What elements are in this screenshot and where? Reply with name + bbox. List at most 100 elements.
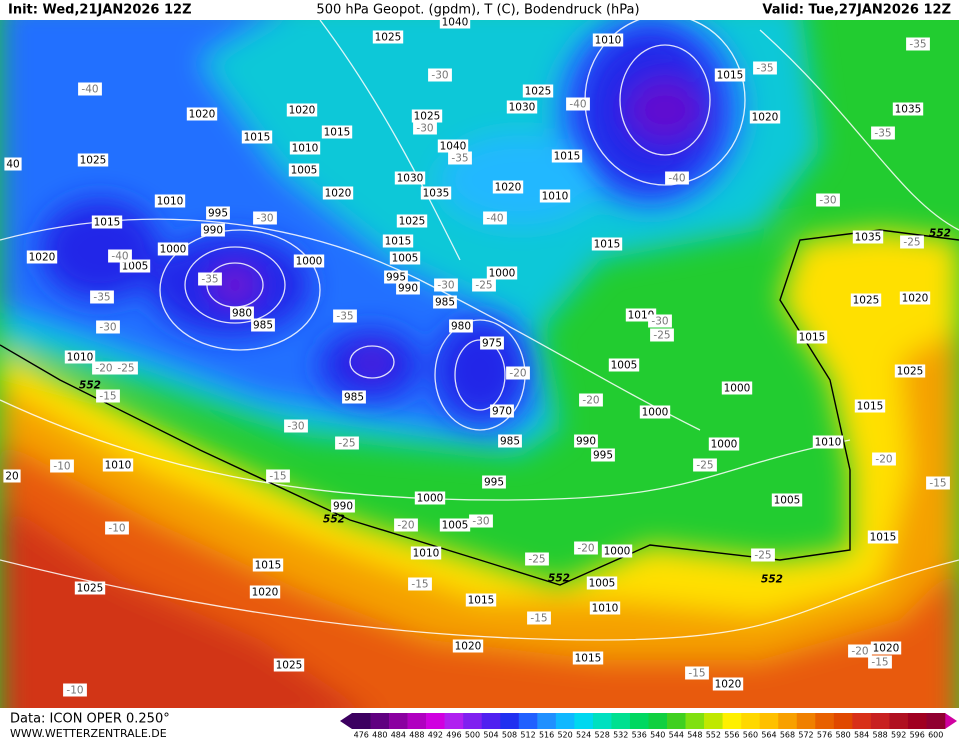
pressure-label-box <box>452 639 484 653</box>
temperature-label-box <box>872 452 896 466</box>
pressure-label: 985 <box>253 320 273 332</box>
temperature-label: -15 <box>99 391 116 403</box>
colorbar-swatch <box>481 713 501 729</box>
temperature-label: -25 <box>903 237 920 249</box>
colorbar-swatch <box>574 713 594 729</box>
pressure-label-box <box>601 544 633 558</box>
pressure-label-box <box>589 601 621 615</box>
pressure-label-box <box>157 242 189 256</box>
colorbar-label: 532 <box>613 731 628 740</box>
colorbar-label: 592 <box>891 731 906 740</box>
temperature-label: -20 <box>582 395 599 407</box>
pressure-label: 1005 <box>122 261 149 273</box>
temperature-label-box <box>574 541 598 555</box>
pressure-label: 1035 <box>895 104 922 116</box>
pressure-label-box <box>490 404 514 418</box>
pressure-label-box <box>574 434 598 448</box>
colorbar-label: 476 <box>354 731 369 740</box>
pressure-label: 970 <box>492 406 512 418</box>
temperature-label: -20 <box>95 363 112 375</box>
colorbar-swatch <box>537 713 557 729</box>
edge-label: 20 <box>5 471 18 483</box>
temperature-label-box <box>114 361 138 375</box>
colorbar-swatch <box>926 713 946 729</box>
colorbar-swatch <box>667 713 686 729</box>
temperature-label-box <box>408 577 432 591</box>
temperature-label-box <box>198 272 222 286</box>
pressure-label: 990 <box>576 436 596 448</box>
temperature-label-box <box>253 211 277 225</box>
pressure-label: 1025 <box>399 216 426 228</box>
pressure-label: 1015 <box>857 401 884 413</box>
colorbar-label: 516 <box>539 731 554 740</box>
colorbar-swatch <box>352 713 371 729</box>
pressure-label-box <box>389 251 421 265</box>
colorbar-swatch <box>463 713 483 729</box>
pressure-label-box <box>286 103 318 117</box>
temperature-label-box <box>816 193 840 207</box>
pressure-label-box <box>498 434 522 448</box>
temperature-label: -25 <box>475 280 492 292</box>
colorbar-swatch <box>592 713 612 729</box>
colorbar-label: 528 <box>595 731 610 740</box>
colorbar-label: 560 <box>743 731 758 740</box>
colorbar-label: 492 <box>428 731 443 740</box>
edge-label-box <box>4 157 22 171</box>
colorbar-label: 500 <box>465 731 480 740</box>
pressure-label-box <box>894 364 926 378</box>
temperature-label: -35 <box>909 39 926 51</box>
temperature-label-box <box>413 121 437 135</box>
colorbar-swatch <box>889 713 909 729</box>
pressure-label-box <box>321 125 353 139</box>
colorbar-label: 488 <box>409 731 424 740</box>
pressure-label: 1035 <box>855 232 882 244</box>
colorbar-label: 556 <box>724 731 739 740</box>
temperature-label-box <box>525 552 549 566</box>
pressure-label-box <box>414 491 446 505</box>
pressure-label-box <box>449 319 473 333</box>
pressure-label: 1000 <box>489 268 516 280</box>
colorbar-arrow-left <box>340 713 352 729</box>
colorbar-swatch <box>870 713 890 729</box>
pressure-label: 1020 <box>902 293 929 305</box>
pressure-label: 1015 <box>799 332 826 344</box>
pressure-label: 1000 <box>724 383 751 395</box>
pressure-label: 1020 <box>252 587 279 599</box>
temperature-label: -20 <box>509 368 526 380</box>
pressure-label-box <box>714 68 746 82</box>
temperature-label: -30 <box>287 421 304 433</box>
pressure-label: 1015 <box>717 70 744 82</box>
pressure-label-box <box>899 291 931 305</box>
colorbar-label: 564 <box>761 731 776 740</box>
colorbar-swatch <box>629 713 649 729</box>
temperature-label: -30 <box>431 70 448 82</box>
temperature-label: -35 <box>201 274 218 286</box>
temperature-label-box <box>848 644 872 658</box>
colorbar-swatch <box>518 713 538 729</box>
temperature-label-box <box>665 171 689 185</box>
pressure-label-box <box>867 530 899 544</box>
pressure-label-box <box>74 581 106 595</box>
pressure-label: 1010 <box>815 437 842 449</box>
temperature-label: -25 <box>528 554 545 566</box>
pressure-label-box <box>539 189 571 203</box>
colorbar-swatch <box>759 713 779 729</box>
temperature-label: -10 <box>66 685 83 697</box>
temperature-label: -40 <box>569 99 586 111</box>
temperature-label: -20 <box>577 543 594 555</box>
temperature-label: -30 <box>651 316 668 328</box>
pressure-label: 1010 <box>157 196 184 208</box>
temperature-label: -15 <box>688 668 705 680</box>
colorbar-label: 536 <box>632 731 647 740</box>
pressure-label-box <box>394 171 426 185</box>
colorbar-label: 512 <box>520 731 535 740</box>
pressure-label: 1015 <box>575 653 602 665</box>
pressure-label-box <box>486 266 518 280</box>
pressure-label-box <box>230 306 254 320</box>
pressure-label-box <box>410 546 442 560</box>
pressure-label-box <box>384 270 408 284</box>
temperature-label-box <box>335 436 359 450</box>
pressure-label: 990 <box>398 283 418 295</box>
pressure-label: 1005 <box>291 165 318 177</box>
pressure-label: 1025 <box>853 295 880 307</box>
